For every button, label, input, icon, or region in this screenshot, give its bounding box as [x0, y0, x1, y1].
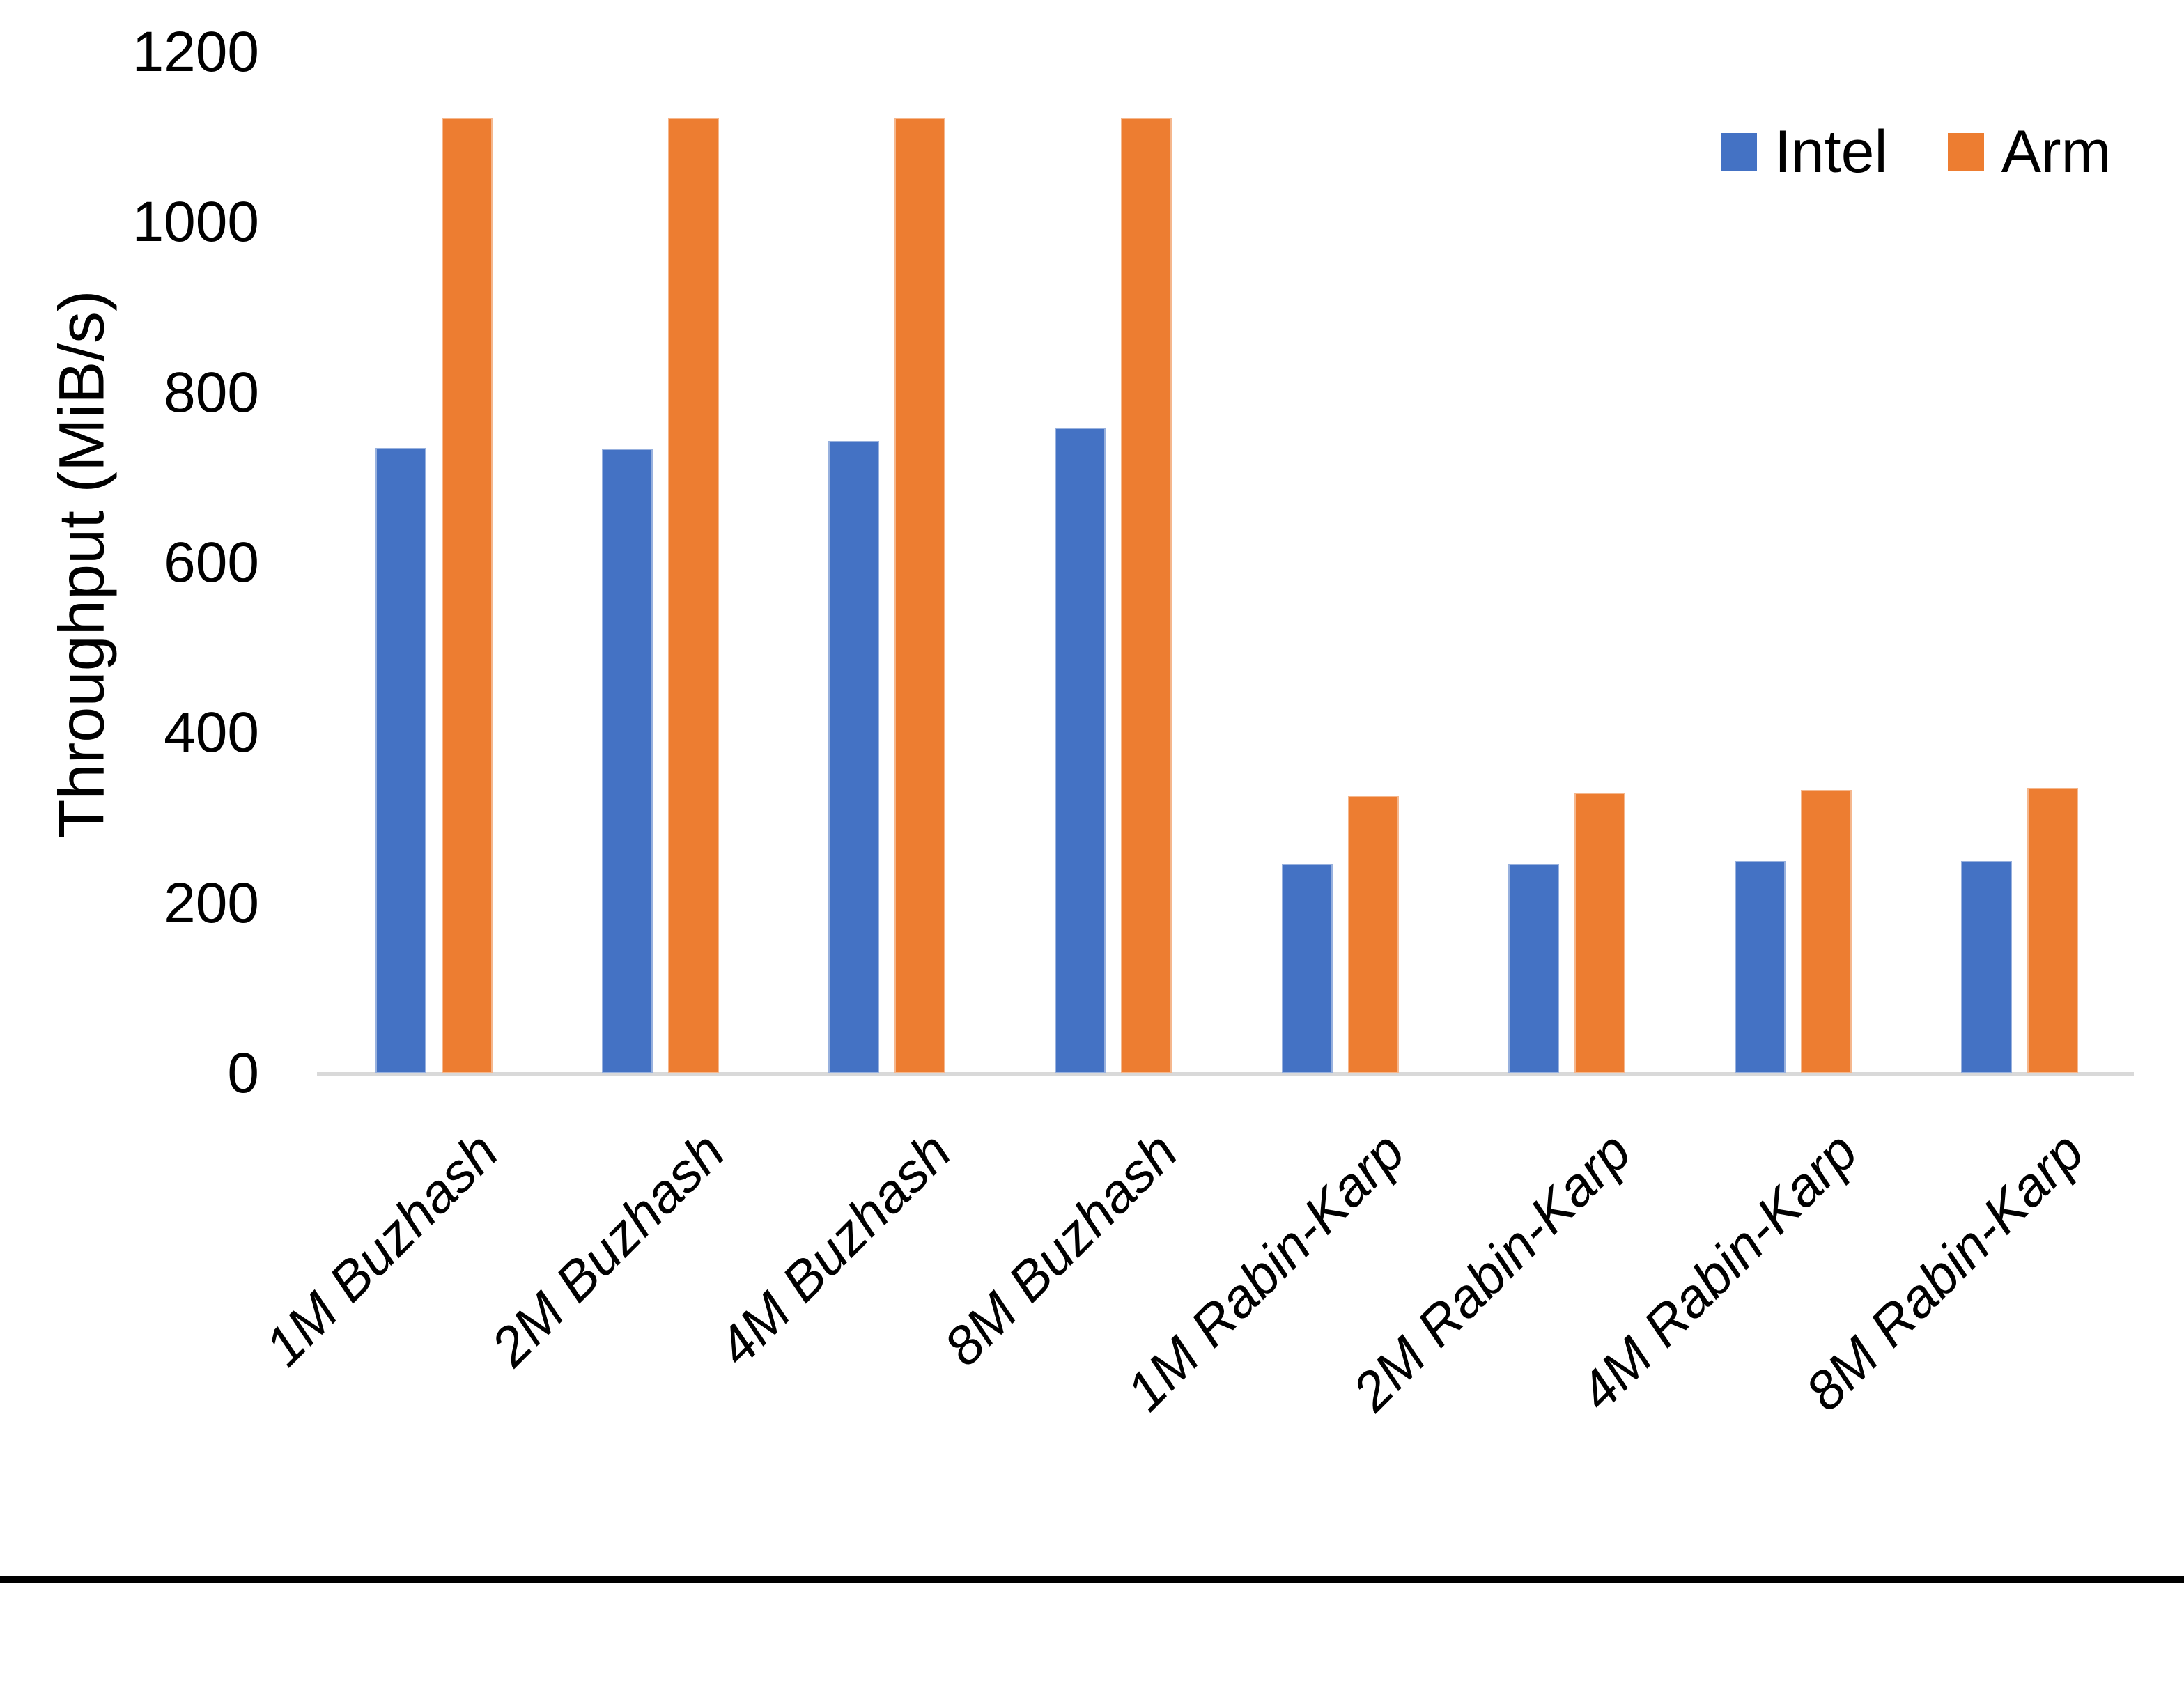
y-tick-label-200: 200: [164, 871, 259, 935]
bar-intel-1m-buzhash: [375, 448, 426, 1073]
legend-label-arm: Arm: [2001, 118, 2112, 185]
bar-arm-4m-rabin-karp: [1801, 790, 1852, 1073]
bar-intel-1m-rabin-karp: [1281, 864, 1333, 1073]
bar-intel-2m-rabin-karp: [1508, 864, 1559, 1073]
legend: Intel Arm: [1721, 122, 2111, 182]
bar-arm-2m-rabin-karp: [1574, 792, 1625, 1073]
bar-arm-2m-buzhash: [667, 118, 719, 1073]
y-tick-label-0: 0: [227, 1041, 259, 1105]
y-tick-label-1200: 1200: [132, 20, 259, 84]
bar-arm-4m-buzhash: [894, 118, 946, 1073]
bar-arm-8m-rabin-karp: [2027, 787, 2079, 1073]
bar-chart: Throughput (MiB/s) 0 200 400 600 800 1000 1200…: [0, 20, 2184, 1583]
bar-arm-1m-rabin-karp: [1347, 795, 1399, 1073]
legend-label-intel: Intel: [1774, 118, 1888, 185]
x-axis-line: [317, 1072, 2134, 1076]
y-tick-label-1000: 1000: [132, 190, 259, 254]
legend-swatch-intel: [1721, 133, 1757, 171]
bar-intel-4m-buzhash: [828, 441, 880, 1073]
bar-intel-4m-rabin-karp: [1735, 860, 1786, 1073]
y-tick-label-400: 400: [164, 701, 259, 765]
bar-intel-8m-buzhash: [1055, 427, 1106, 1073]
bar-arm-1m-buzhash: [441, 118, 493, 1073]
y-tick-label-600: 600: [164, 531, 259, 594]
legend-swatch-arm: [1947, 133, 1984, 171]
bar-arm-8m-buzhash: [1121, 118, 1172, 1073]
y-tick-label-800: 800: [164, 360, 259, 424]
bar-intel-8m-rabin-karp: [1961, 860, 2013, 1073]
bottom-border-bar: [0, 1576, 2184, 1583]
bar-intel-2m-buzhash: [601, 449, 653, 1073]
